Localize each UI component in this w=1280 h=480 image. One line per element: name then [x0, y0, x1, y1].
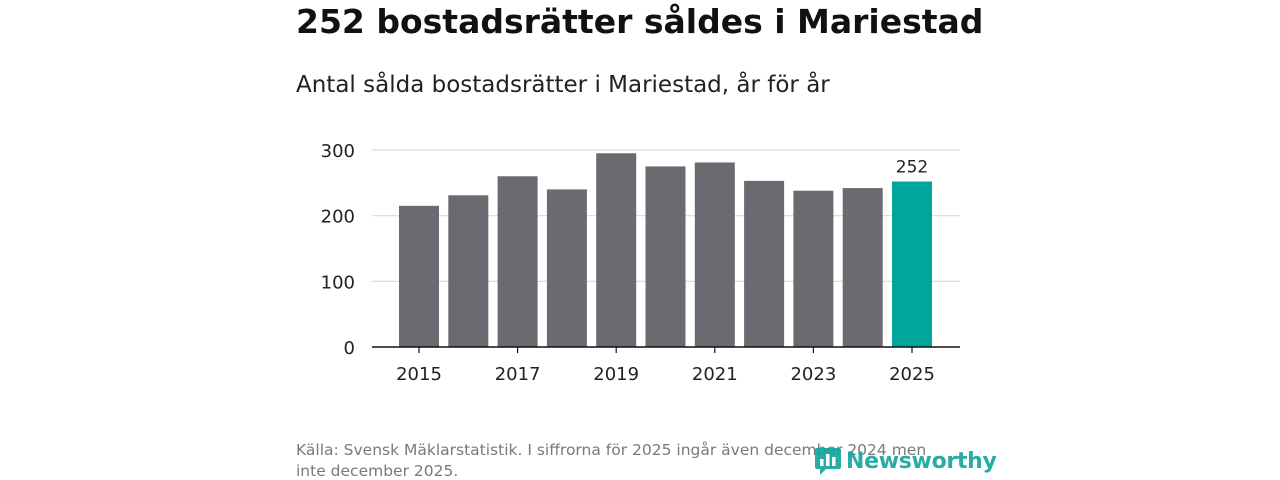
- y-tick-label-200: 200: [321, 207, 355, 228]
- bar-2019: [596, 153, 637, 347]
- logo-text: Newsworthy: [846, 448, 997, 474]
- bars: [399, 153, 932, 347]
- chart-subtitle: Antal sålda bostadsrätter i Mariestad, å…: [296, 72, 830, 98]
- bar-2023: [793, 190, 834, 347]
- x-axis-tick-labels: 2015 2017 2019 2021 2023 2025: [396, 364, 935, 385]
- bar-2016: [448, 195, 489, 347]
- bar-2021: [694, 162, 735, 347]
- bar-2025: [892, 181, 932, 347]
- x-tick-label-2019: 2019: [593, 364, 639, 385]
- x-tick-label-2023: 2023: [790, 364, 836, 385]
- bar-2017: [497, 176, 538, 347]
- x-tick-label-2025: 2025: [889, 364, 935, 385]
- newsworthy-logo: Newsworthy: [814, 444, 997, 478]
- bar-2022: [744, 180, 785, 347]
- source-note: Källa: Svensk Mäklarstatistik. I siffror…: [296, 441, 927, 480]
- y-axis-tick-labels: 0 100 200 300: [321, 141, 355, 359]
- bar-2024: [842, 188, 883, 347]
- x-axis: [372, 346, 960, 353]
- data-label-2025: 252: [896, 158, 928, 178]
- bar-2018: [546, 189, 587, 347]
- chart-title: 252 bostadsrätter såldes i Mariestad: [296, 2, 984, 41]
- y-tick-label-100: 100: [321, 272, 355, 293]
- bar-2020: [645, 166, 686, 347]
- y-tick-label-0: 0: [344, 338, 355, 359]
- bar-2015: [399, 205, 439, 347]
- y-tick-label-300: 300: [321, 141, 355, 162]
- x-tick-label-2015: 2015: [396, 364, 442, 385]
- bar-chart-speech-bubble-icon: [815, 448, 841, 475]
- x-tick-label-2017: 2017: [495, 364, 541, 385]
- x-tick-label-2021: 2021: [692, 364, 738, 385]
- data-labels: 252: [896, 158, 928, 178]
